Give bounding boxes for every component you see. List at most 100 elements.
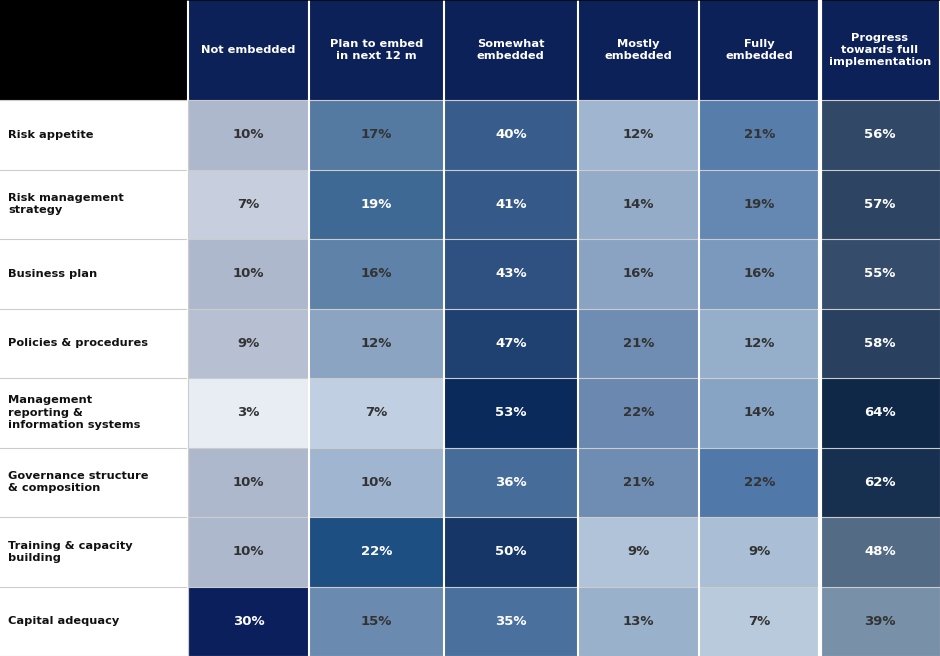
Text: 12%: 12% (623, 129, 654, 141)
Text: 7%: 7% (748, 615, 771, 628)
Bar (820, 308, 940, 378)
Text: 41%: 41% (495, 197, 526, 211)
Bar (820, 239, 940, 308)
Text: 10%: 10% (360, 476, 392, 489)
Bar (309, 308, 444, 378)
Text: 9%: 9% (748, 545, 771, 558)
Text: 53%: 53% (495, 406, 526, 419)
Text: Somewhat
embedded: Somewhat embedded (477, 39, 544, 61)
Bar (699, 239, 820, 308)
Text: 16%: 16% (360, 267, 392, 280)
Text: 15%: 15% (361, 615, 392, 628)
Text: 14%: 14% (623, 197, 654, 211)
Bar (0, 0, 188, 100)
Bar (820, 586, 940, 656)
Text: 22%: 22% (623, 406, 654, 419)
Bar (699, 517, 820, 586)
Bar (0, 169, 188, 239)
Bar (578, 447, 699, 517)
Text: 10%: 10% (233, 545, 264, 558)
Bar (444, 586, 578, 656)
Text: Policies & procedures: Policies & procedures (8, 338, 148, 348)
Bar (578, 517, 699, 586)
Text: 16%: 16% (623, 267, 654, 280)
Text: 7%: 7% (365, 406, 387, 419)
Text: 47%: 47% (495, 337, 526, 350)
Bar (188, 308, 309, 378)
Text: 19%: 19% (744, 197, 776, 211)
Bar (820, 517, 940, 586)
Text: Plan to embed
in next 12 m: Plan to embed in next 12 m (330, 39, 423, 61)
Text: 12%: 12% (744, 337, 776, 350)
Bar (820, 378, 940, 447)
Bar (578, 100, 699, 169)
Text: Mostly
embedded: Mostly embedded (604, 39, 672, 61)
Text: 3%: 3% (237, 406, 259, 419)
Bar (0, 100, 188, 169)
Text: 43%: 43% (495, 267, 526, 280)
Bar (309, 100, 444, 169)
Text: 16%: 16% (744, 267, 776, 280)
Bar (444, 447, 578, 517)
Bar (578, 308, 699, 378)
Text: Business plan: Business plan (8, 269, 97, 279)
Text: 39%: 39% (864, 615, 896, 628)
Bar (578, 378, 699, 447)
Text: 35%: 35% (495, 615, 526, 628)
Text: Risk management
strategy: Risk management strategy (8, 193, 124, 215)
Text: 10%: 10% (233, 267, 264, 280)
Text: 30%: 30% (233, 615, 264, 628)
Bar (309, 0, 444, 100)
Bar (0, 447, 188, 517)
Text: 58%: 58% (864, 337, 896, 350)
Text: 7%: 7% (237, 197, 259, 211)
Bar (444, 0, 578, 100)
Bar (309, 378, 444, 447)
Text: 48%: 48% (864, 545, 896, 558)
Text: 10%: 10% (233, 129, 264, 141)
Text: 10%: 10% (233, 476, 264, 489)
Bar (699, 586, 820, 656)
Bar (0, 308, 188, 378)
Bar (820, 0, 940, 100)
Bar (699, 100, 820, 169)
Bar (444, 169, 578, 239)
Text: Management
reporting &
information systems: Management reporting & information syste… (8, 396, 140, 430)
Text: 9%: 9% (237, 337, 259, 350)
Text: 36%: 36% (495, 476, 526, 489)
Bar (0, 239, 188, 308)
Bar (578, 169, 699, 239)
Text: 57%: 57% (864, 197, 896, 211)
Text: 21%: 21% (623, 337, 654, 350)
Bar (444, 100, 578, 169)
Text: 14%: 14% (744, 406, 776, 419)
Text: 64%: 64% (864, 406, 896, 419)
Bar (188, 586, 309, 656)
Text: Capital adequacy: Capital adequacy (8, 616, 119, 626)
Text: 62%: 62% (864, 476, 896, 489)
Bar (699, 378, 820, 447)
Text: 21%: 21% (744, 129, 776, 141)
Text: Training & capacity
building: Training & capacity building (8, 541, 133, 563)
Bar (699, 169, 820, 239)
Bar (188, 447, 309, 517)
Text: 55%: 55% (864, 267, 896, 280)
Bar (444, 239, 578, 308)
Bar (188, 0, 309, 100)
Bar (578, 0, 699, 100)
Bar (188, 100, 309, 169)
Bar (699, 308, 820, 378)
Text: Progress
towards full
implementation: Progress towards full implementation (829, 33, 932, 68)
Bar (309, 169, 444, 239)
Bar (309, 586, 444, 656)
Text: 12%: 12% (361, 337, 392, 350)
Bar (820, 100, 940, 169)
Text: 22%: 22% (361, 545, 392, 558)
Bar (309, 239, 444, 308)
Text: Fully
embedded: Fully embedded (726, 39, 793, 61)
Bar (444, 308, 578, 378)
Text: Risk appetite: Risk appetite (8, 130, 93, 140)
Text: 50%: 50% (495, 545, 526, 558)
Bar (578, 239, 699, 308)
Bar (699, 447, 820, 517)
